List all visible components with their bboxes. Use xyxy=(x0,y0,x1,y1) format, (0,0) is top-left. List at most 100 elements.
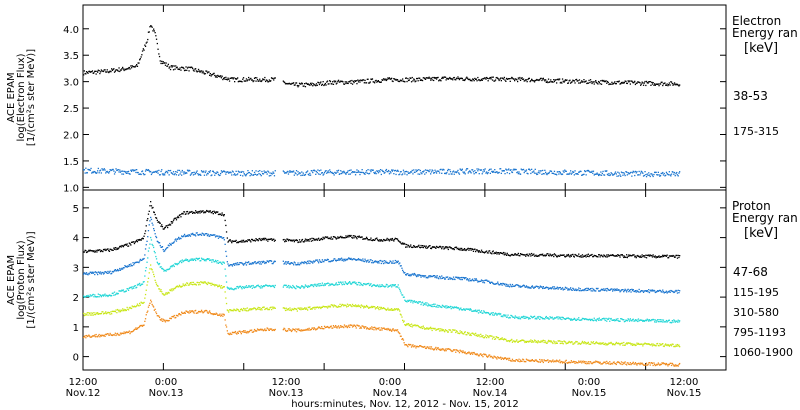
data-point xyxy=(549,81,551,83)
legend-unit: [keV] xyxy=(744,41,778,56)
data-point xyxy=(162,61,164,63)
data-point xyxy=(658,255,660,257)
data-point xyxy=(379,240,382,242)
data-point xyxy=(525,255,527,257)
data-point xyxy=(162,249,164,251)
data-point xyxy=(160,62,162,65)
data-point xyxy=(595,342,597,344)
data-point xyxy=(284,261,287,263)
data-point xyxy=(626,82,628,85)
data-point xyxy=(287,170,289,173)
data-point xyxy=(627,255,629,257)
data-point xyxy=(570,318,572,320)
data-point xyxy=(137,304,139,307)
data-point xyxy=(303,308,305,310)
data-point xyxy=(384,286,386,288)
data-point xyxy=(393,262,395,264)
data-point xyxy=(580,319,582,321)
data-point xyxy=(604,342,606,344)
data-point xyxy=(155,217,158,219)
data-point xyxy=(631,289,634,292)
data-point xyxy=(589,171,591,173)
data-point xyxy=(181,285,183,288)
data-point xyxy=(347,258,349,260)
data-point xyxy=(446,330,448,332)
data-point xyxy=(317,306,319,308)
data-point xyxy=(227,171,229,173)
data-point xyxy=(195,70,197,72)
data-point xyxy=(318,173,320,175)
data-point xyxy=(440,277,442,280)
data-point xyxy=(394,237,396,239)
data-point xyxy=(442,246,444,248)
data-point xyxy=(265,284,267,286)
data-point xyxy=(491,281,493,283)
data-point xyxy=(341,284,343,286)
data-point xyxy=(400,242,402,245)
data-point xyxy=(514,285,516,287)
data-point xyxy=(91,70,94,72)
data-point xyxy=(262,239,264,241)
data-point xyxy=(447,78,449,80)
data-point xyxy=(559,255,561,257)
data-point xyxy=(152,224,154,226)
data-point xyxy=(335,306,337,308)
data-point xyxy=(614,320,616,322)
data-point xyxy=(105,271,108,274)
data-point xyxy=(595,173,597,175)
data-point xyxy=(380,239,382,241)
data-point xyxy=(598,80,600,83)
data-point xyxy=(259,80,262,82)
data-point xyxy=(282,260,284,262)
data-point xyxy=(150,301,153,303)
data-point xyxy=(480,333,482,335)
data-point xyxy=(479,280,481,282)
data-point xyxy=(258,80,260,82)
data-point xyxy=(438,246,440,249)
data-point xyxy=(208,235,210,237)
data-point xyxy=(408,79,410,81)
data-point xyxy=(343,283,345,285)
data-point xyxy=(482,312,484,314)
data-point xyxy=(346,236,348,239)
data-point xyxy=(107,311,109,314)
data-point xyxy=(598,343,600,345)
data-point xyxy=(670,289,672,292)
data-point xyxy=(454,306,456,309)
data-point xyxy=(600,174,603,176)
data-point xyxy=(136,64,138,66)
data-point xyxy=(654,345,656,347)
data-point xyxy=(448,173,450,175)
data-point xyxy=(567,82,570,84)
data-point xyxy=(315,83,318,85)
data-point xyxy=(348,173,350,175)
data-point xyxy=(210,284,212,286)
data-point xyxy=(655,345,657,347)
data-point xyxy=(88,295,90,297)
data-point xyxy=(399,241,402,243)
data-point xyxy=(557,288,559,290)
data-point xyxy=(147,277,150,279)
data-point xyxy=(141,237,144,239)
data-point xyxy=(122,268,124,270)
data-point xyxy=(631,254,634,256)
data-point xyxy=(465,308,467,310)
data-point xyxy=(626,256,628,259)
data-point xyxy=(285,307,287,309)
data-point xyxy=(231,174,233,176)
data-point xyxy=(606,173,609,175)
data-point xyxy=(382,307,384,309)
data-point xyxy=(293,174,295,176)
data-point xyxy=(293,307,295,310)
data-point xyxy=(626,343,628,345)
data-point xyxy=(337,305,340,307)
data-point xyxy=(637,290,639,293)
data-point xyxy=(444,278,447,280)
data-point xyxy=(541,286,543,288)
data-point xyxy=(525,254,528,256)
data-point xyxy=(297,262,299,264)
data-point xyxy=(642,172,644,174)
data-point xyxy=(575,341,578,343)
data-point xyxy=(193,234,195,236)
data-point xyxy=(581,80,583,82)
